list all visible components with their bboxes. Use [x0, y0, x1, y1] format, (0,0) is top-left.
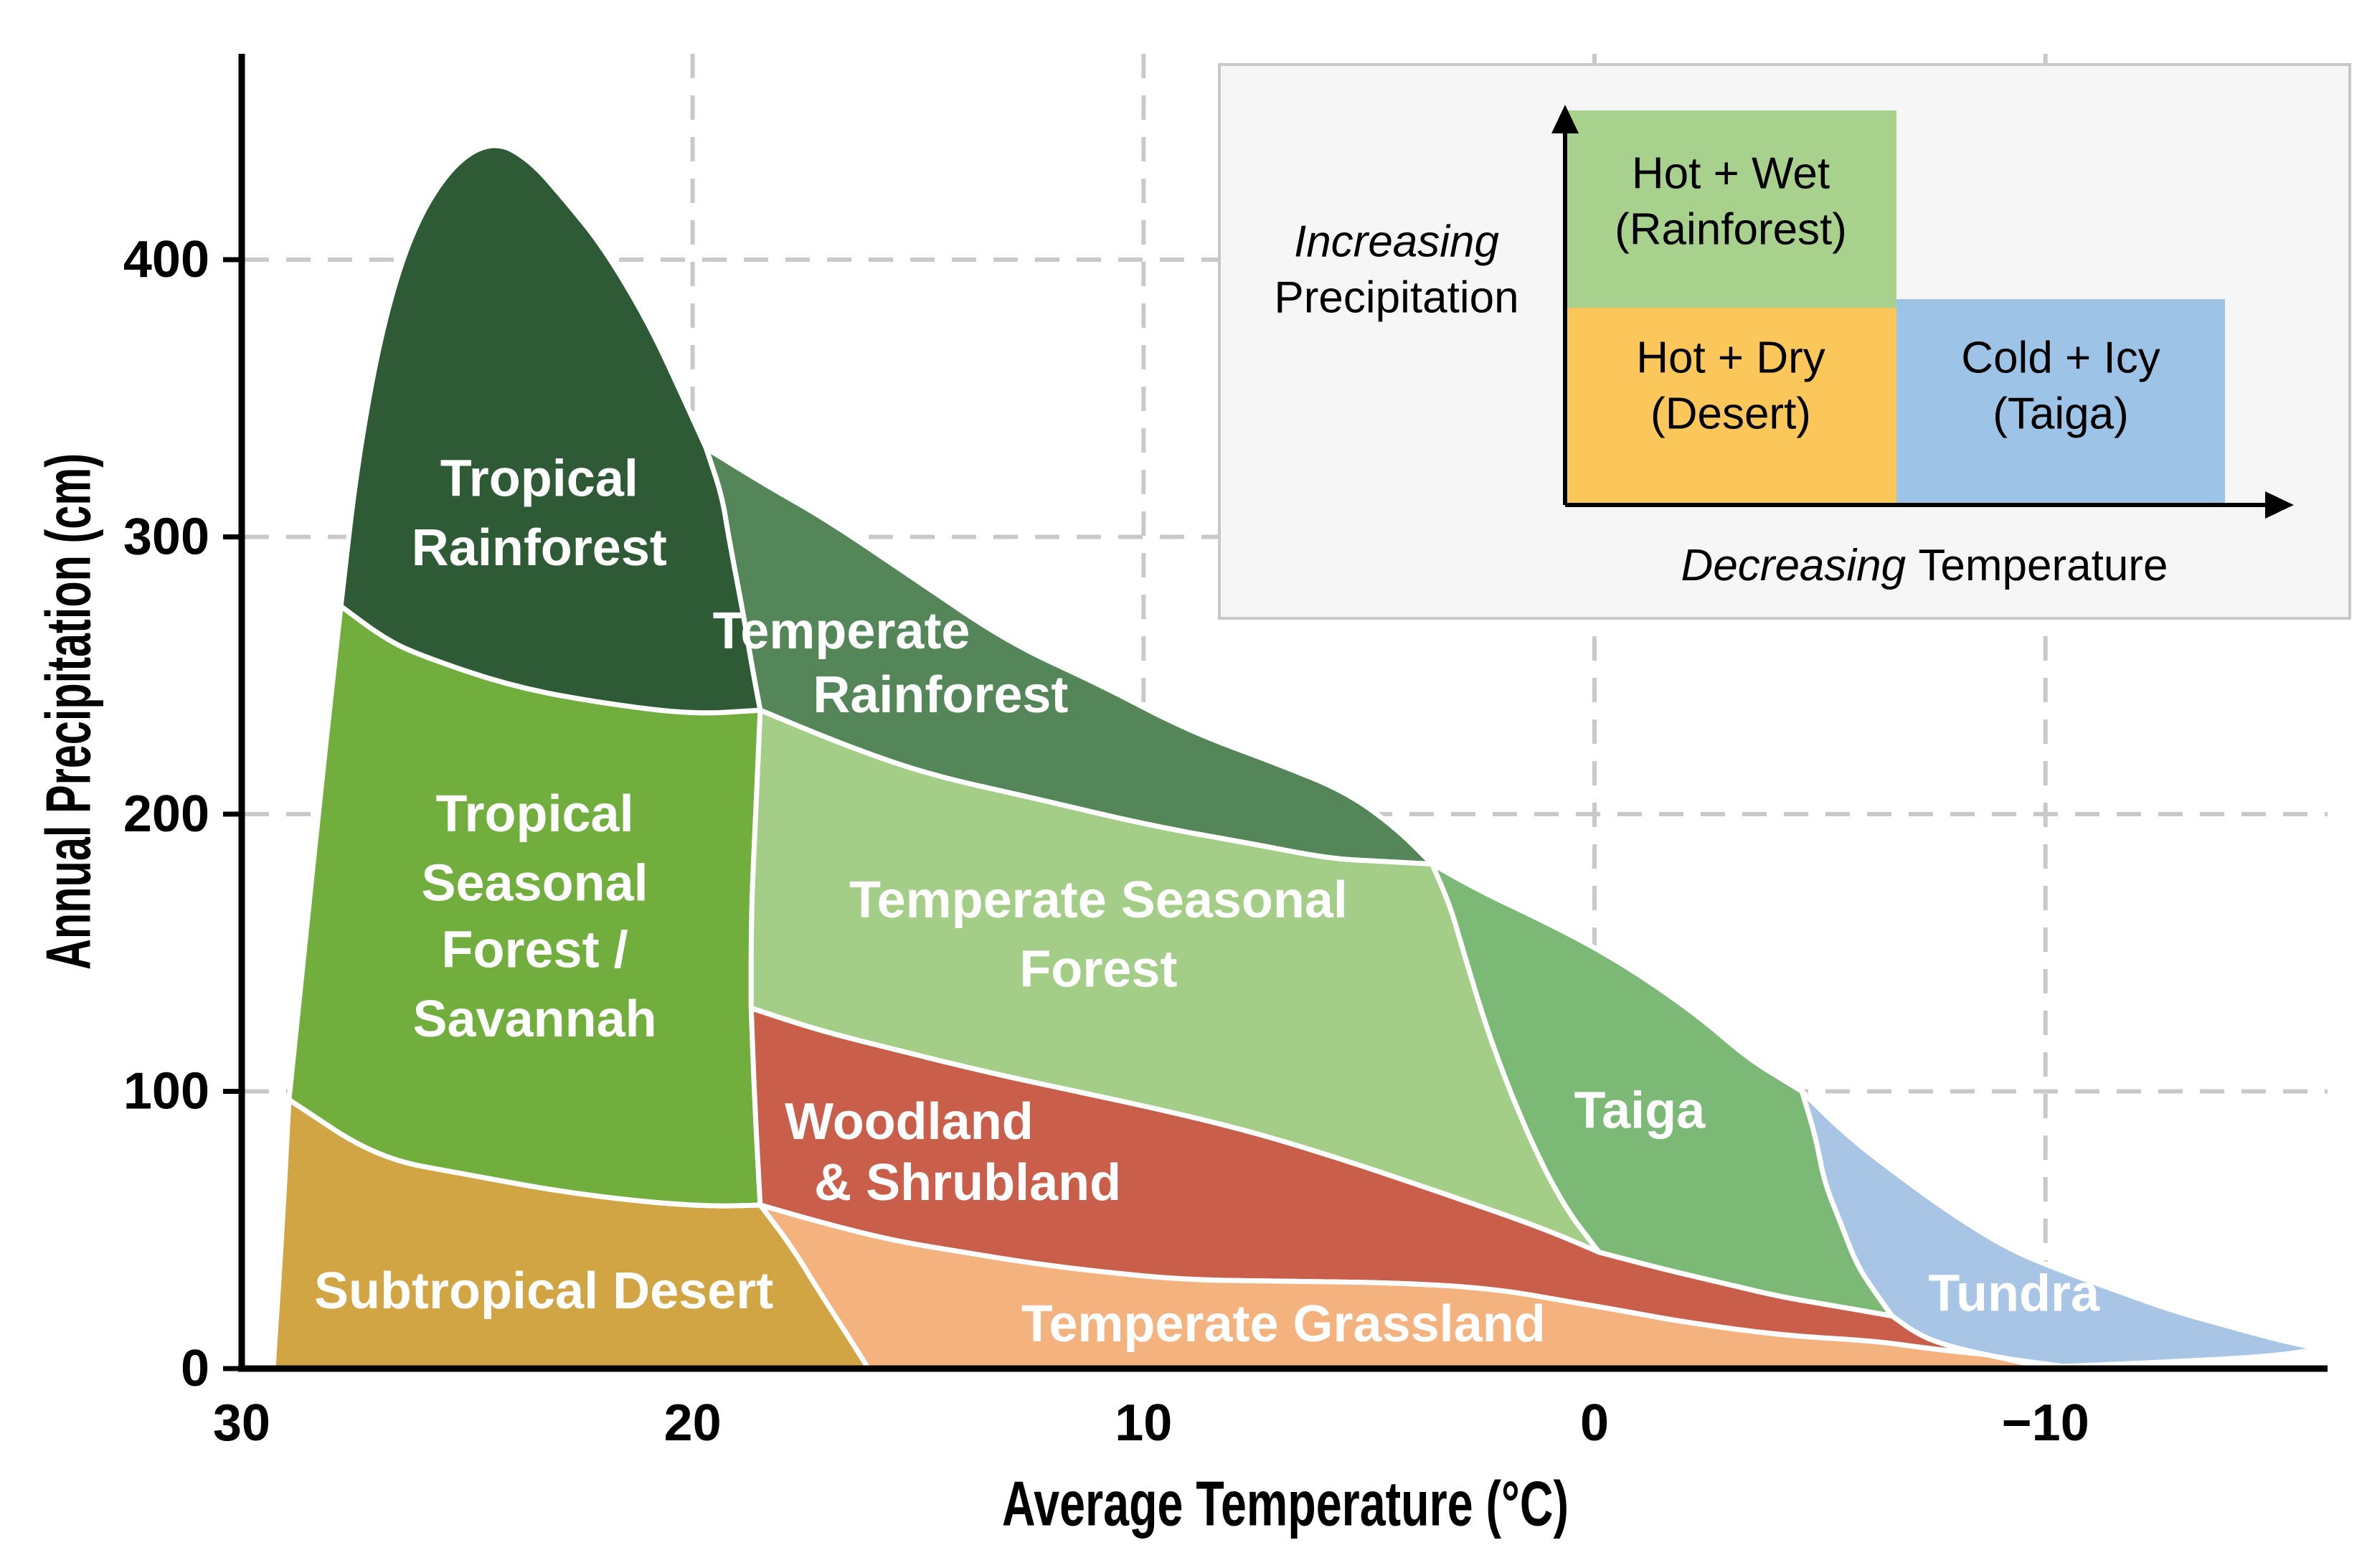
biome-regions [270, 143, 2323, 1371]
inset-hot-wet-line2: (Rainforest) [1615, 205, 1847, 255]
region-label-temperate-grassland: Temperate Grassland [1021, 1295, 1546, 1353]
region-label-woodland-shrubland: & Shrubland [814, 1154, 1121, 1212]
y-tick-label: 100 [123, 1063, 209, 1120]
region-label-tropical-seasonal-forest: Seasonal [421, 855, 648, 912]
x-tick-label: 10 [1115, 1394, 1172, 1452]
region-label-woodland-shrubland: Woodland [785, 1093, 1034, 1151]
inset-cold-icy-line1: Cold + Icy [1961, 334, 2160, 383]
biome-region-tundra [1799, 1089, 2323, 1369]
region-label-tropical-rainforest: Tropical [440, 450, 638, 507]
biome-region-tropical-rainforest [338, 143, 763, 716]
inset-decreasing-temperature-label: Decreasing Temperature [1681, 541, 2168, 590]
inset-decreasing-word: Decreasing [1681, 541, 1907, 590]
inset-box-hot-dry [1565, 308, 1896, 505]
x-tick-label: 30 [213, 1394, 270, 1452]
region-label-tropical-seasonal-forest: Savannah [412, 991, 656, 1048]
inset-increasing-label: Increasing [1294, 217, 1499, 267]
x-tick-label: 20 [664, 1394, 722, 1452]
inset-box-cold-icy [1896, 299, 2225, 505]
y-tick-label: 300 [123, 509, 209, 566]
x-tick-label: −10 [2002, 1394, 2089, 1452]
region-label-tundra: Tundra [1928, 1265, 2100, 1323]
region-label-tropical-seasonal-forest: Tropical [436, 785, 634, 843]
inset-temperature-word: Temperature [1906, 541, 2168, 590]
inset-hot-dry-line2: (Desert) [1650, 389, 1811, 439]
y-tick-label: 400 [123, 231, 209, 288]
region-label-tropical-rainforest: Rainforest [412, 519, 667, 577]
region-labels: Subtropical Desert Tropical Seasonal Forest… [314, 450, 2100, 1353]
y-tick-label: 0 [181, 1340, 209, 1397]
region-label-temperate-seasonal-forest: Temperate Seasonal [849, 872, 1348, 929]
inset-precipitation-label: Precipitation [1274, 273, 1518, 323]
inset-box-hot-wet [1565, 110, 1896, 308]
inset-hot-dry-line1: Hot + Dry [1636, 334, 1825, 383]
region-label-tropical-seasonal-forest: Forest / [442, 921, 628, 978]
x-axis-title: Average Temperature (°C) [1002, 1468, 1569, 1539]
inset-legend: Increasing Precipitation Hot + Wet (Rain… [1218, 63, 2351, 620]
region-label-taiga: Taiga [1574, 1082, 1706, 1140]
x-tick-label: 0 [1580, 1394, 1609, 1452]
y-axis-title: Annual Precipitation (cm) [33, 453, 104, 970]
region-label-temperate-rainforest: Rainforest [813, 666, 1068, 724]
region-label-subtropical-desert: Subtropical Desert [314, 1262, 773, 1320]
y-tick-label: 200 [123, 785, 209, 843]
inset-right-arrow-icon [2265, 491, 2294, 519]
region-label-temperate-seasonal-forest: Forest [1019, 940, 1177, 998]
region-label-temperate-rainforest: Temperate [713, 603, 970, 660]
inset-up-arrow-icon [1551, 105, 1579, 133]
axes [238, 54, 2328, 1372]
inset-cold-icy-line2: (Taiga) [1993, 389, 2129, 439]
inset-hot-wet-line1: Hot + Wet [1632, 149, 1830, 199]
